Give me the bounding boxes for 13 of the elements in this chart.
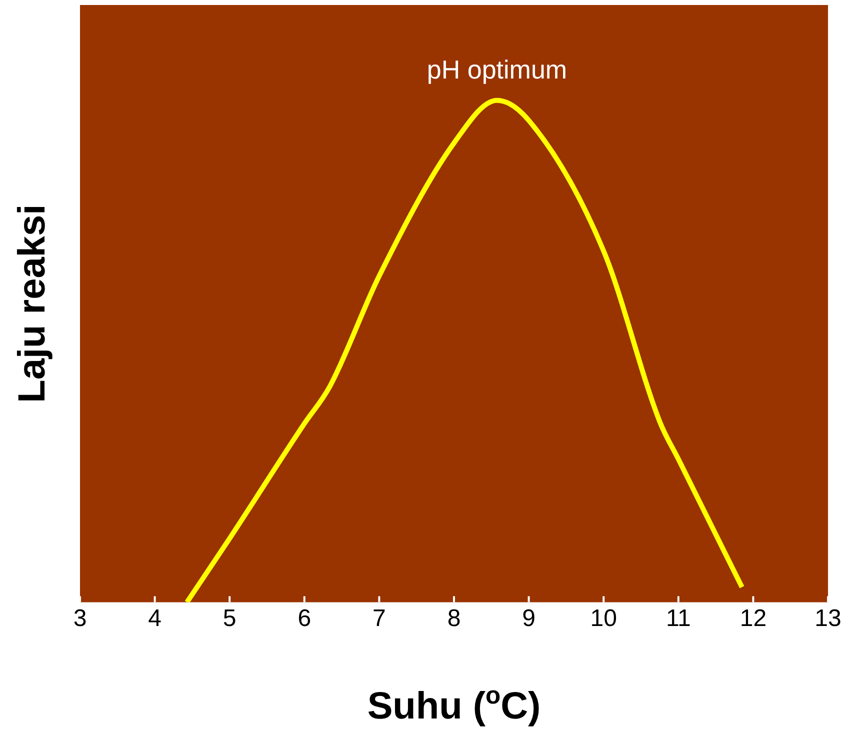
x-tick-label: 11 [666, 605, 691, 632]
x-tick-label: 5 [222, 605, 236, 632]
x-tick-label: 6 [298, 605, 312, 632]
annotation: pH optimum [426, 54, 568, 85]
x-tick-label: 8 [447, 605, 461, 632]
x-tick-label: 4 [148, 605, 162, 632]
x-tick-label: 13 [814, 605, 842, 632]
x-tick-label: 12 [740, 605, 767, 632]
x-tick-label: 7 [372, 605, 386, 632]
x-tick-label: 9 [522, 605, 536, 632]
x-tick-label: 3 [73, 605, 87, 632]
y-axis-title: Laju reaksi [11, 204, 54, 403]
x-tick-label: 10 [590, 605, 617, 632]
